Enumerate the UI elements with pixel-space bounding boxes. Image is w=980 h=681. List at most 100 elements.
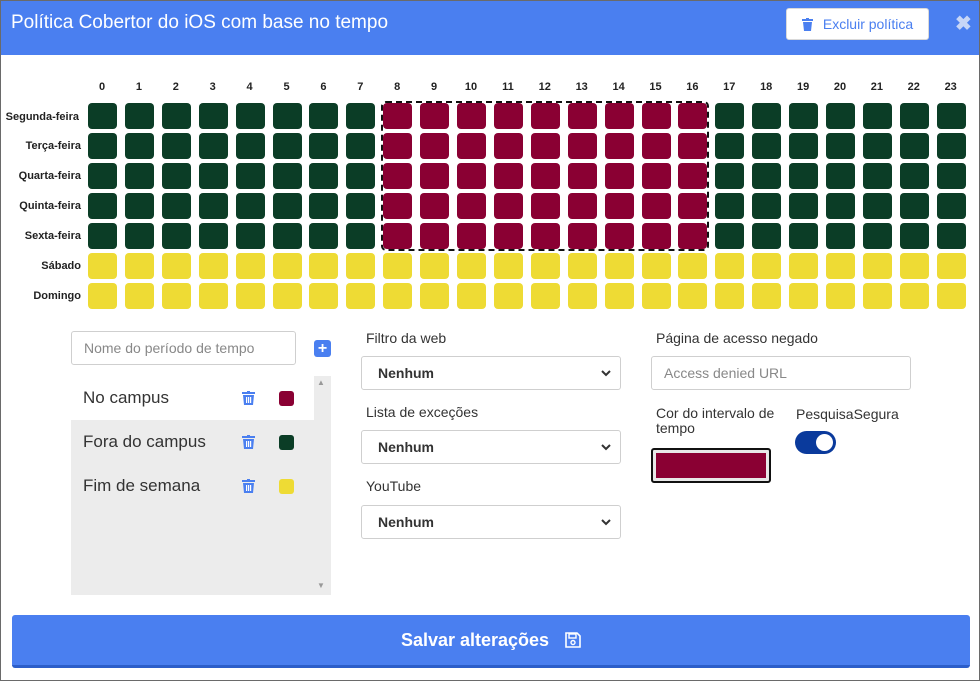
- schedule-cell[interactable]: [198, 103, 228, 129]
- schedule-cell[interactable]: [309, 193, 339, 219]
- schedule-cell[interactable]: [383, 133, 413, 159]
- schedule-cell[interactable]: [789, 103, 819, 129]
- schedule-cell[interactable]: [124, 283, 154, 309]
- schedule-cell[interactable]: [272, 283, 302, 309]
- schedule-cell[interactable]: [678, 163, 708, 189]
- schedule-cell[interactable]: [420, 223, 450, 249]
- schedule-cell[interactable]: [789, 193, 819, 219]
- schedule-cell[interactable]: [641, 193, 671, 219]
- schedule-cell[interactable]: [604, 133, 634, 159]
- schedule-cell[interactable]: [899, 223, 929, 249]
- schedule-cell[interactable]: [752, 103, 782, 129]
- schedule-cell[interactable]: [678, 193, 708, 219]
- delete-policy-button[interactable]: Excluir política: [786, 8, 929, 40]
- schedule-cell[interactable]: [346, 133, 376, 159]
- schedule-cell[interactable]: [530, 163, 560, 189]
- schedule-cell[interactable]: [235, 133, 265, 159]
- schedule-cell[interactable]: [88, 103, 117, 129]
- schedule-cell[interactable]: [420, 163, 450, 189]
- schedule-cell[interactable]: [936, 193, 966, 219]
- schedule-cell[interactable]: [235, 283, 265, 309]
- schedule-cell[interactable]: [383, 163, 413, 189]
- schedule-cell[interactable]: [936, 103, 966, 129]
- schedule-cell[interactable]: [198, 163, 228, 189]
- schedule-cell[interactable]: [936, 133, 966, 159]
- scroll-down-icon[interactable]: ▼: [317, 581, 325, 590]
- schedule-cell[interactable]: [88, 193, 117, 219]
- schedule-cell[interactable]: [124, 253, 154, 279]
- schedule-cell[interactable]: [715, 163, 745, 189]
- schedule-cell[interactable]: [420, 283, 450, 309]
- schedule-cell[interactable]: [567, 193, 597, 219]
- schedule-cell[interactable]: [715, 193, 745, 219]
- schedule-cell[interactable]: [457, 283, 486, 309]
- schedule-cell[interactable]: [198, 133, 228, 159]
- schedule-cell[interactable]: [604, 163, 634, 189]
- trash-icon[interactable]: [242, 435, 255, 449]
- schedule-cell[interactable]: [715, 283, 745, 309]
- schedule-cell[interactable]: [235, 253, 265, 279]
- schedule-cell[interactable]: [309, 163, 339, 189]
- schedule-cell[interactable]: [715, 223, 745, 249]
- schedule-cell[interactable]: [641, 253, 671, 279]
- period-name-input[interactable]: [71, 331, 296, 365]
- schedule-cell[interactable]: [530, 223, 560, 249]
- schedule-cell[interactable]: [678, 223, 708, 249]
- schedule-cell[interactable]: [862, 283, 892, 309]
- schedule-cell[interactable]: [826, 223, 855, 249]
- schedule-cell[interactable]: [346, 223, 376, 249]
- schedule-cell[interactable]: [88, 253, 117, 279]
- schedule-cell[interactable]: [862, 253, 892, 279]
- schedule-cell[interactable]: [678, 103, 708, 129]
- schedule-cell[interactable]: [235, 223, 265, 249]
- schedule-cell[interactable]: [936, 223, 966, 249]
- safe-search-toggle[interactable]: [795, 431, 836, 454]
- schedule-cell[interactable]: [789, 223, 819, 249]
- scroll-up-icon[interactable]: ▲: [317, 378, 325, 387]
- schedule-cell[interactable]: [309, 223, 339, 249]
- schedule-cell[interactable]: [604, 103, 634, 129]
- schedule-cell[interactable]: [567, 253, 597, 279]
- schedule-cell[interactable]: [272, 163, 302, 189]
- schedule-cell[interactable]: [161, 193, 191, 219]
- schedule-cell[interactable]: [457, 133, 486, 159]
- schedule-cell[interactable]: [383, 253, 413, 279]
- schedule-cell[interactable]: [420, 103, 450, 129]
- schedule-cell[interactable]: [493, 223, 523, 249]
- schedule-cell[interactable]: [124, 223, 154, 249]
- schedule-cell[interactable]: [493, 103, 523, 129]
- schedule-cell[interactable]: [936, 283, 966, 309]
- schedule-cell[interactable]: [346, 193, 376, 219]
- schedule-cell[interactable]: [567, 103, 597, 129]
- schedule-cell[interactable]: [530, 133, 560, 159]
- schedule-cell[interactable]: [826, 103, 855, 129]
- schedule-cell[interactable]: [272, 253, 302, 279]
- period-item[interactable]: Fora do campus: [71, 420, 314, 464]
- schedule-cell[interactable]: [420, 193, 450, 219]
- close-icon[interactable]: ✖: [955, 13, 972, 35]
- add-period-button[interactable]: +: [314, 340, 331, 357]
- schedule-cell[interactable]: [457, 253, 486, 279]
- schedule-cell[interactable]: [567, 283, 597, 309]
- schedule-cell[interactable]: [678, 283, 708, 309]
- period-color-swatch[interactable]: [279, 479, 294, 494]
- schedule-cell[interactable]: [530, 193, 560, 219]
- schedule-cell[interactable]: [493, 283, 523, 309]
- schedule-cell[interactable]: [604, 283, 634, 309]
- period-color-swatch[interactable]: [279, 435, 294, 450]
- schedule-cell[interactable]: [530, 283, 560, 309]
- schedule-cell[interactable]: [198, 283, 228, 309]
- schedule-cell[interactable]: [198, 223, 228, 249]
- schedule-cell[interactable]: [383, 193, 413, 219]
- exceptions-select[interactable]: Nenhum: [361, 430, 621, 464]
- period-item[interactable]: Fim de semana: [71, 464, 314, 508]
- schedule-cell[interactable]: [936, 163, 966, 189]
- schedule-cell[interactable]: [161, 103, 191, 129]
- schedule-cell[interactable]: [235, 103, 265, 129]
- schedule-cell[interactable]: [493, 163, 523, 189]
- schedule-cell[interactable]: [198, 253, 228, 279]
- schedule-cell[interactable]: [899, 253, 929, 279]
- schedule-cell[interactable]: [789, 283, 819, 309]
- schedule-cell[interactable]: [88, 133, 117, 159]
- schedule-cell[interactable]: [567, 133, 597, 159]
